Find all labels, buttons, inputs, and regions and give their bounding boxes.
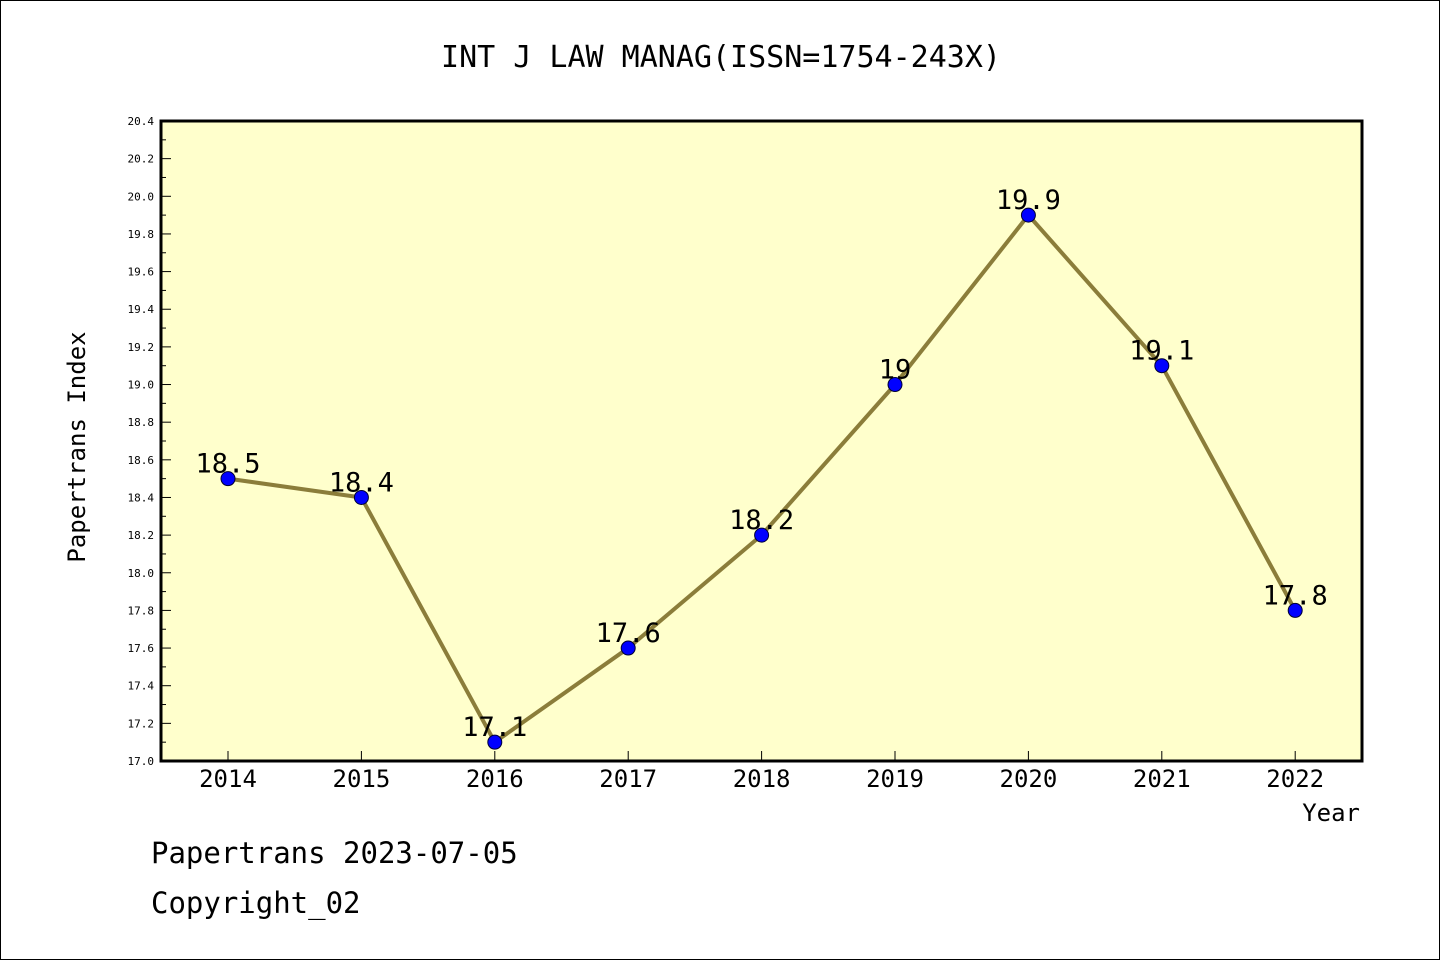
data-label: 17.8 <box>1263 580 1328 611</box>
y-tick-label: 18.0 <box>128 567 155 580</box>
y-tick-label: 18.2 <box>128 529 155 542</box>
data-point <box>487 734 503 750</box>
y-tick-label: 17.2 <box>128 717 155 730</box>
data-label: 19 <box>879 355 912 386</box>
chart-title: INT J LAW MANAG(ISSN=1754-243X) <box>441 40 1001 75</box>
y-tick-label: 20.4 <box>128 115 155 128</box>
y-tick-label: 17.4 <box>128 680 155 693</box>
series-markers <box>220 207 1303 750</box>
data-point <box>620 640 636 656</box>
y-tick-label: 18.6 <box>128 454 155 467</box>
x-tick-label: 2016 <box>466 765 524 793</box>
data-label: 19.9 <box>996 185 1061 216</box>
x-tick-label: 2019 <box>866 765 924 793</box>
plot-area <box>159 119 1364 763</box>
x-axis-label: Year <box>1302 799 1360 827</box>
data-point <box>1154 358 1170 374</box>
y-axis: 17.0 17.2 17.4 17.6 17.8 18.0 18.2 18.4 18.6 18.8… <box>128 115 171 768</box>
data-point <box>887 377 903 393</box>
data-point <box>220 471 236 487</box>
y-tick-label: 18.8 <box>128 416 155 429</box>
data-label: 19.1 <box>1129 336 1194 367</box>
y-tick-label: 19.6 <box>128 266 155 279</box>
x-tick-label: 2018 <box>733 765 791 793</box>
y-tick-label: 17.8 <box>128 604 155 617</box>
x-axis: 2014 2015 2016 2017 2018 2019 2020 2021 2022 <box>199 751 1324 793</box>
footer-date: Papertrans 2023-07-05 <box>151 836 518 870</box>
data-label: 18.2 <box>729 505 794 536</box>
x-tick-label: 2022 <box>1266 765 1324 793</box>
data-label: 18.5 <box>195 449 260 480</box>
data-point <box>1287 602 1303 618</box>
y-tick-label: 17.0 <box>128 755 155 768</box>
x-tick-label: 2020 <box>1000 765 1058 793</box>
data-label: 17.1 <box>462 712 527 743</box>
y-tick-label: 17.6 <box>128 642 155 655</box>
y-tick-label: 19.0 <box>128 379 155 392</box>
y-tick-label: 18.4 <box>128 491 155 504</box>
y-axis-label: Papertrans Index <box>63 331 91 562</box>
x-tick-label: 2021 <box>1133 765 1191 793</box>
footer-copyright: Copyright_02 <box>151 886 361 920</box>
y-tick-label: 20.2 <box>128 153 155 166</box>
x-tick-label: 2015 <box>333 765 391 793</box>
data-point <box>1020 207 1036 223</box>
data-label: 18.4 <box>329 467 394 498</box>
x-tick-label: 2017 <box>599 765 657 793</box>
y-tick-label: 20.0 <box>128 190 155 203</box>
y-tick-label: 19.2 <box>128 341 155 354</box>
x-tick-label: 2014 <box>199 765 257 793</box>
data-labels: 18.5 18.4 17.1 17.6 18.2 19 19.9 19.1 17.8 <box>195 185 1327 743</box>
data-label: 17.6 <box>596 618 661 649</box>
data-point <box>754 527 770 543</box>
y-tick-label: 19.4 <box>128 303 155 316</box>
y-tick-label: 19.8 <box>128 228 155 241</box>
data-point <box>353 489 369 505</box>
